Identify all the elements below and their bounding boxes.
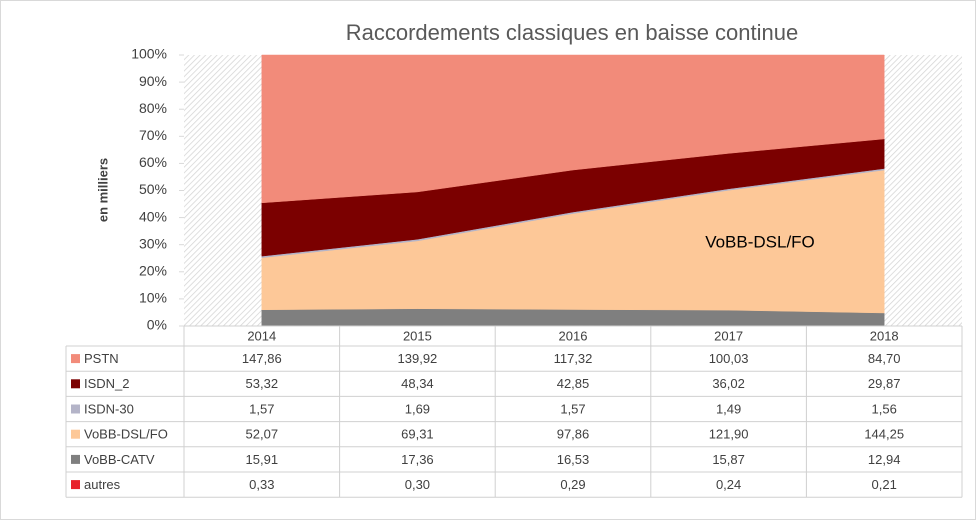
- table-value: 84,70: [868, 351, 901, 366]
- table-value: 29,87: [868, 376, 901, 391]
- table-value: 0,33: [249, 477, 274, 492]
- table-value: 139,92: [398, 351, 438, 366]
- x-tick-label: 2018: [870, 328, 899, 343]
- table-value: 1,49: [716, 401, 741, 416]
- table-value: 17,36: [401, 452, 434, 467]
- legend-label: VoBB-DSL/FO: [84, 427, 168, 442]
- table-value: 117,32: [554, 351, 593, 366]
- legend-swatch: [71, 480, 80, 489]
- legend-swatch: [71, 405, 80, 414]
- legend-swatch: [71, 455, 80, 464]
- annotation: VoBB-DSL/FO: [705, 232, 815, 251]
- table-value: 15,91: [246, 452, 279, 467]
- table-value: 97,86: [557, 427, 590, 442]
- y-axis-label: en milliers: [95, 158, 110, 222]
- chart-title: Raccordements classiques en baisse conti…: [346, 20, 798, 45]
- table-value: 12,94: [868, 452, 901, 467]
- y-tick-label: 70%: [139, 127, 167, 143]
- table-value: 0,30: [405, 477, 430, 492]
- table-value: 121,90: [709, 427, 749, 442]
- table-value: 15,87: [712, 452, 745, 467]
- table-value: 0,29: [560, 477, 585, 492]
- table-value: 1,69: [405, 401, 430, 416]
- legend-swatch: [71, 379, 80, 388]
- y-tick-label: 60%: [139, 154, 167, 170]
- table-value: 48,34: [401, 376, 434, 391]
- table-value: 1,57: [249, 401, 274, 416]
- y-tick-label: 20%: [139, 263, 167, 279]
- table-value: 42,85: [557, 376, 590, 391]
- y-tick-label: 10%: [139, 290, 167, 306]
- legend-label: autres: [84, 477, 121, 492]
- table-value: 52,07: [246, 427, 279, 442]
- legend-label: VoBB-CATV: [84, 452, 155, 467]
- table-value: 0,24: [716, 477, 741, 492]
- legend-swatch: [71, 354, 80, 363]
- x-tick-label: 2014: [247, 328, 276, 343]
- x-tick-label: 2015: [403, 328, 432, 343]
- legend-label: ISDN_2: [84, 376, 130, 391]
- table-value: 69,31: [401, 427, 434, 442]
- table-value: 36,02: [712, 376, 745, 391]
- x-tick-label: 2017: [714, 328, 743, 343]
- legend-swatch: [71, 430, 80, 439]
- legend-label: ISDN-30: [84, 401, 134, 416]
- table-value: 16,53: [557, 452, 590, 467]
- y-tick-label: 100%: [131, 46, 167, 62]
- y-tick-label: 0%: [147, 317, 167, 333]
- y-tick-label: 90%: [139, 73, 167, 89]
- table-value: 53,32: [246, 376, 279, 391]
- y-tick-label: 40%: [139, 208, 167, 224]
- y-tick-label: 80%: [139, 100, 167, 116]
- y-tick-label: 30%: [139, 235, 167, 251]
- table-value: 0,21: [872, 477, 897, 492]
- table-value: 1,57: [560, 401, 585, 416]
- table-value: 147,86: [242, 351, 282, 366]
- x-tick-label: 2016: [559, 328, 588, 343]
- table-value: 1,56: [872, 401, 897, 416]
- table-value: 100,03: [709, 351, 749, 366]
- legend-label: PSTN: [84, 351, 119, 366]
- table-value: 144,25: [864, 427, 904, 442]
- y-tick-label: 50%: [139, 181, 167, 197]
